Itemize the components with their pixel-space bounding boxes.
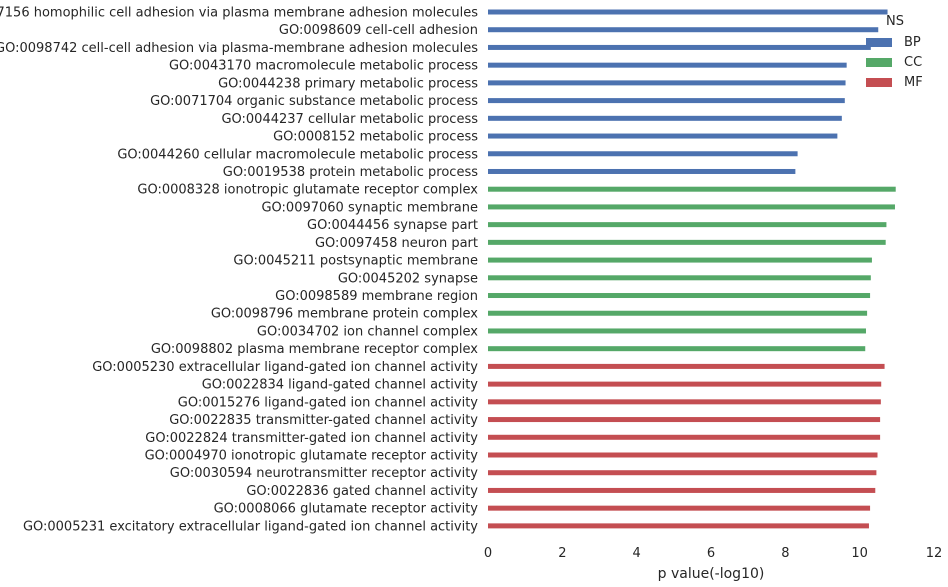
bar-bp xyxy=(488,133,838,139)
x-tick-label: 4 xyxy=(633,546,641,561)
bar-bp xyxy=(488,168,796,174)
x-tick-label: 10 xyxy=(851,546,868,561)
category-label: GO:0007156 homophilic cell adhesion via … xyxy=(0,6,478,21)
legend-swatch-cc xyxy=(866,57,892,67)
bars-layer xyxy=(488,9,896,529)
bar-cc xyxy=(488,257,872,263)
category-label: GO:0004970 ionotropic glutamate receptor… xyxy=(145,449,479,464)
x-tick-label: 0 xyxy=(484,546,492,561)
bar-mf xyxy=(488,452,878,458)
bar-mf xyxy=(488,363,885,369)
bar-mf xyxy=(488,381,882,387)
category-label: GO:0097458 neuron part xyxy=(315,236,478,251)
category-label: GO:0022824 transmitter-gated ion channel… xyxy=(145,431,478,446)
legend-label-cc: CC xyxy=(904,54,923,70)
category-labels: GO:0007156 homophilic cell adhesion via … xyxy=(0,6,478,535)
category-label: GO:0022836 gated channel activity xyxy=(246,484,478,499)
bar-mf xyxy=(488,505,871,511)
bar-mf xyxy=(488,417,881,423)
bar-mf xyxy=(488,470,877,476)
x-axis-ticks: 0 2 4 6 8 10 12 xyxy=(484,546,942,561)
category-label: GO:0034702 ion channel complex xyxy=(257,324,478,339)
category-label: GO:0008328 ionotropic glutamate receptor… xyxy=(137,183,478,198)
legend-label-mf: MF xyxy=(904,74,923,90)
legend-title: NS xyxy=(886,14,904,29)
bar-cc xyxy=(488,222,887,228)
x-tick-label: 8 xyxy=(781,546,789,561)
bar-bp xyxy=(488,151,798,157)
category-label: GO:0005231 excitatory extracellular liga… xyxy=(23,519,478,534)
category-label: GO:0022835 transmitter-gated channel act… xyxy=(169,413,478,428)
x-tick-label: 2 xyxy=(558,546,566,561)
category-label: GO:0044260 cellular macromolecule metabo… xyxy=(117,147,478,162)
category-label: GO:0098796 membrane protein complex xyxy=(211,307,478,322)
bar-mf xyxy=(488,399,881,405)
bar-bp xyxy=(488,27,879,33)
bar-cc xyxy=(488,346,866,352)
category-label: GO:0097060 synaptic membrane xyxy=(261,200,478,215)
bar-cc xyxy=(488,328,866,334)
category-label: GO:0044456 synapse part xyxy=(307,218,478,233)
category-label: GO:0044238 primary metabolic process xyxy=(218,76,478,91)
x-axis-label: p value(-log10) xyxy=(658,566,765,582)
category-label: GO:0045211 postsynaptic membrane xyxy=(233,254,478,269)
bar-bp xyxy=(488,44,871,50)
category-label: GO:0098742 cell-cell adhesion via plasma… xyxy=(0,41,478,56)
bar-cc xyxy=(488,204,895,210)
legend-swatch-bp xyxy=(866,37,892,47)
category-label: GO:0071704 organic substance metabolic p… xyxy=(150,94,478,109)
bar-bp xyxy=(488,98,845,104)
bar-cc xyxy=(488,275,871,281)
category-label: GO:0008152 metabolic process xyxy=(273,130,478,145)
bar-bp xyxy=(488,80,846,86)
category-label: GO:0019538 protein metabolic process xyxy=(223,165,478,180)
bar-mf xyxy=(488,487,876,493)
category-label: GO:0045202 synapse xyxy=(338,271,478,286)
category-label: GO:0022834 ligand-gated channel activity xyxy=(202,378,479,393)
category-label: GO:0008066 glutamate receptor activity xyxy=(214,502,479,517)
bar-cc xyxy=(488,310,868,316)
category-label: GO:0098802 plasma membrane receptor comp… xyxy=(151,342,478,357)
legend: NS BP CC MF xyxy=(866,14,946,92)
legend-item-mf: MF xyxy=(866,72,946,92)
category-label: GO:0030594 neurotransmitter receptor act… xyxy=(170,466,479,481)
bar-mf xyxy=(488,434,881,440)
category-label: GO:0098609 cell-cell adhesion xyxy=(279,23,478,38)
legend-item-cc: CC xyxy=(866,52,946,72)
x-tick-label: 6 xyxy=(707,546,715,561)
bar-bp xyxy=(488,62,847,68)
category-label: GO:0043170 macromolecule metabolic proce… xyxy=(169,59,478,74)
legend-swatch-mf xyxy=(866,77,892,87)
category-label: GO:0005230 extracellular ligand-gated io… xyxy=(92,360,478,375)
bar-bp xyxy=(488,115,842,121)
category-label: GO:0044237 cellular metabolic process xyxy=(221,112,478,127)
bar-bp xyxy=(488,9,888,15)
category-label: GO:0015276 ligand-gated ion channel acti… xyxy=(178,395,479,410)
bar-cc xyxy=(488,293,871,299)
x-tick-label: 12 xyxy=(926,546,943,561)
category-label: GO:0098589 membrane region xyxy=(275,289,478,304)
legend-label-bp: BP xyxy=(904,34,921,50)
bar-cc xyxy=(488,186,896,192)
legend-item-bp: BP xyxy=(866,32,946,52)
bar-cc xyxy=(488,239,886,245)
bar-mf xyxy=(488,523,869,529)
